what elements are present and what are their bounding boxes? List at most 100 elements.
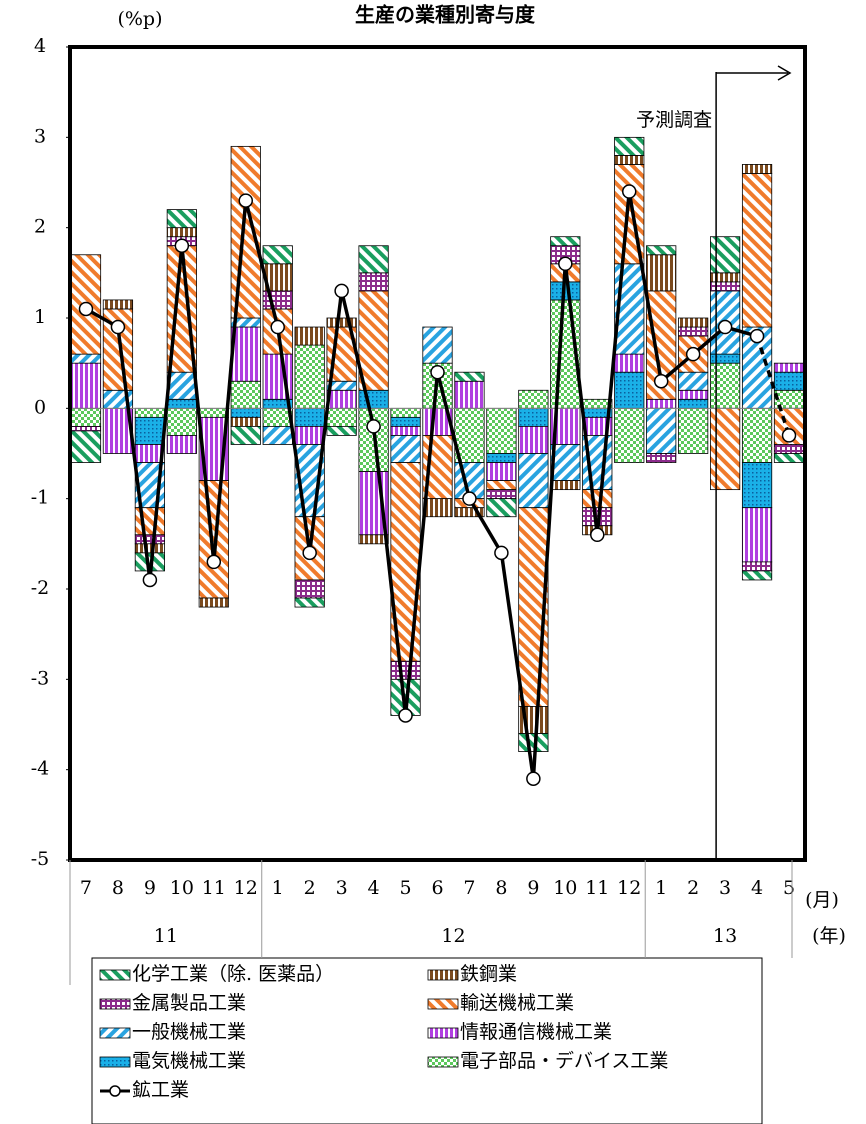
bar-segment [198, 480, 229, 599]
legend-label: 金属製品工業 [132, 992, 246, 1014]
line-marker [590, 527, 605, 543]
y-tick-label: 3 [34, 125, 46, 147]
bar-segment [70, 362, 102, 409]
bar-segment [741, 407, 773, 463]
line-marker [781, 428, 797, 443]
y-tick-label: -2 [31, 577, 50, 599]
bar-segment [134, 416, 165, 445]
bar-segment [230, 407, 261, 418]
x-tick-label: 3 [719, 877, 731, 899]
x-tick-label: 11 [585, 877, 609, 899]
bar-segment [390, 407, 421, 418]
legend-swatch [427, 1056, 459, 1068]
legend-swatch [99, 1027, 131, 1039]
line-segment [563, 263, 600, 536]
line-segment [627, 191, 663, 382]
bar-segment [486, 480, 517, 491]
bar-segment [678, 398, 709, 409]
legend-swatch [427, 1027, 459, 1039]
bar-segment [710, 362, 741, 409]
legend-label: 化学工業（除. 医薬品） [132, 963, 334, 985]
bar-segment [741, 462, 773, 509]
bar-segment [262, 245, 293, 265]
line-segment [212, 200, 248, 563]
x-tick-label: 7 [463, 877, 475, 899]
legend-label: 鉱工業 [132, 1079, 189, 1101]
line-marker [462, 491, 477, 506]
y-tick-label: -1 [31, 487, 50, 509]
legend-label: 鉄鋼業 [460, 963, 517, 985]
bar-segment [358, 389, 389, 409]
bar-segment [70, 425, 102, 432]
bar-segment [518, 407, 549, 427]
bar-segment [614, 407, 645, 463]
bar-segment [294, 425, 325, 445]
bar-segment [390, 660, 421, 680]
line-marker [526, 771, 541, 786]
bar-segment [294, 407, 325, 427]
bar-segment [614, 154, 645, 165]
legend-label: 輸送機械工業 [460, 992, 574, 1014]
bar-segment [70, 430, 102, 463]
bar-segment [773, 444, 805, 454]
line-marker [558, 256, 573, 272]
line-marker [398, 708, 413, 723]
y-tick-label: 2 [34, 216, 46, 238]
bar-segment [358, 290, 389, 391]
legend-swatch [99, 969, 131, 981]
line-segment [275, 326, 312, 554]
line-segment [180, 245, 216, 563]
x-tick-label: 12 [234, 877, 258, 899]
bar-segment [358, 534, 389, 545]
bar-segment [294, 344, 325, 409]
bar-segment [326, 407, 357, 427]
legend-marker [109, 1085, 121, 1097]
bar-segment [390, 425, 421, 436]
x-tick-label: 7 [80, 877, 92, 899]
y-tick-label: -5 [31, 848, 50, 870]
line-marker [653, 373, 669, 389]
line-segment [148, 245, 184, 581]
x-group-label: 11 [154, 925, 178, 947]
bar-segment [454, 380, 485, 409]
bar-segment [518, 733, 549, 752]
line-segment [531, 263, 568, 779]
bar-segment [326, 317, 357, 328]
y-tick-label: 1 [34, 306, 46, 328]
x-tick-label: 4 [368, 877, 380, 899]
line-segment [116, 326, 152, 581]
bar-segment [678, 371, 709, 391]
bar-segment [166, 227, 197, 238]
bar-segment [550, 480, 581, 491]
x-tick-label: 2 [687, 877, 699, 899]
line-marker [621, 184, 637, 199]
line-marker [717, 319, 733, 335]
bar-segment [166, 435, 197, 454]
y-axis-label: (%p) [117, 8, 162, 30]
line-segment [403, 372, 440, 716]
bar-segment [262, 425, 293, 445]
bar-segment [646, 254, 677, 292]
x-tick-label: 2 [304, 877, 316, 899]
x-tick-label: 8 [495, 877, 507, 899]
bar-segment [710, 236, 741, 274]
legend-box [91, 957, 763, 1124]
bar-segment [678, 326, 709, 337]
legend-label: 電子部品・デバイス工業 [460, 1050, 668, 1072]
line-segment [339, 290, 376, 427]
line-segment [371, 426, 408, 716]
x-tick-label: 4 [751, 877, 763, 899]
x-unit: (月) [805, 889, 839, 911]
bar-segment [582, 489, 613, 509]
x-tick-label: 5 [783, 877, 795, 899]
bar-segment [550, 444, 581, 482]
bar-segment [358, 245, 389, 274]
plot-frame [68, 45, 807, 862]
bar-segment [741, 173, 773, 328]
x-tick-label: 3 [336, 877, 348, 899]
line-segment [435, 371, 472, 500]
legend-swatch [427, 998, 459, 1010]
x-tick-label: 6 [431, 877, 443, 899]
bar-segment [230, 145, 261, 319]
bar-segment [326, 389, 357, 409]
